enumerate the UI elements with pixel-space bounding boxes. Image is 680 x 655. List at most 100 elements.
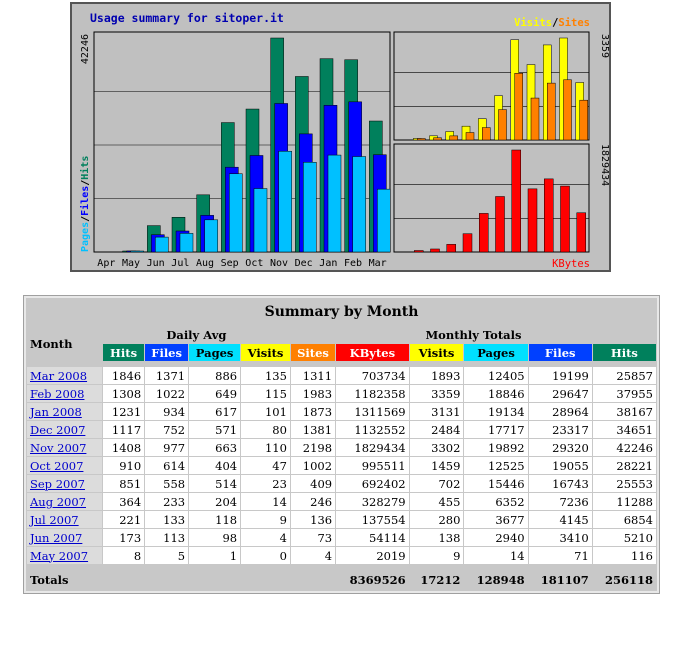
cell-total-visits: 455 xyxy=(409,493,464,510)
legend-files: Files xyxy=(79,186,91,216)
col-total-files: Files xyxy=(528,344,592,361)
cell-avg-visits: 23 xyxy=(241,475,290,492)
cell-total-files: 19055 xyxy=(528,457,592,474)
chart-title: Usage summary for sitoper.it xyxy=(90,11,284,25)
cell-avg-files: 934 xyxy=(145,403,189,420)
month-link[interactable]: Mar 2008 xyxy=(30,368,88,383)
table-row: Dec 2007 1117 752 571 80 1381 1132552 2484 17717… xyxy=(27,421,656,438)
cell-total-hits: 28221 xyxy=(592,457,656,474)
cell-total-hits: 6854 xyxy=(592,511,656,528)
month-link[interactable]: Jul 2007 xyxy=(30,512,79,527)
cell-avg-hits: 1308 xyxy=(102,385,145,402)
cell-avg-pages: 571 xyxy=(189,421,241,438)
table-row: Jul 2007 221 133 118 9 136 137554 280 3677 4145 68… xyxy=(27,511,656,528)
month-link[interactable]: May 2007 xyxy=(30,548,89,563)
cell-total-hits: 38167 xyxy=(592,403,656,420)
bar-sites xyxy=(433,137,442,141)
cell-total-visits: 702 xyxy=(409,475,464,492)
bar-pages xyxy=(352,156,366,253)
col-avg-hits: Hits xyxy=(102,344,145,361)
month-link[interactable]: Feb 2008 xyxy=(30,386,85,401)
cell-avg-hits: 1117 xyxy=(102,421,145,438)
bar-pages xyxy=(130,250,144,253)
visits-sites-gridlines xyxy=(394,72,589,107)
cell-total-files: 16743 xyxy=(528,475,592,492)
cell-avg-pages: 1 xyxy=(189,547,241,564)
month-link[interactable]: Jun 2007 xyxy=(30,530,83,545)
cell-total-sites: 1002 xyxy=(290,457,336,474)
cell-avg-hits: 173 xyxy=(102,529,145,546)
cell-total-sites: 2198 xyxy=(290,439,336,456)
cell-avg-visits: 80 xyxy=(241,421,290,438)
kbytes-gridlines xyxy=(394,184,589,219)
usage-summary-graph: Usage summary for sitoper.it Apr May Jun Ju… xyxy=(70,2,611,272)
col-avg-visits: Visits xyxy=(241,344,290,361)
cell-total-files: 71 xyxy=(528,547,592,564)
summary-table: Summary by Month Month Daily Avg Monthly… xyxy=(23,295,660,594)
bar-pages xyxy=(303,162,317,253)
cell-avg-files: 233 xyxy=(145,493,189,510)
bar-sites xyxy=(417,138,426,141)
bar-kbytes xyxy=(527,188,538,253)
cell-avg-files: 752 xyxy=(145,421,189,438)
month-link[interactable]: Aug 2007 xyxy=(30,494,86,509)
cell-total-hits: 42246 xyxy=(592,439,656,456)
cell-total-sites: 1381 xyxy=(290,421,336,438)
x-tick-label: Apr xyxy=(97,258,115,269)
main-y-max-label: 42246 xyxy=(80,34,91,64)
usage-chart-svg: Usage summary for sitoper.it Apr May Jun Ju… xyxy=(79,11,609,270)
month-link[interactable]: Nov 2007 xyxy=(30,440,87,455)
cell-total-visits: 3131 xyxy=(409,403,464,420)
cell-avg-hits: 8 xyxy=(102,547,145,564)
x-tick-label: Dec xyxy=(295,258,313,269)
cell-avg-visits: 135 xyxy=(241,367,290,384)
cell-total-files: 19199 xyxy=(528,367,592,384)
table-row: Oct 2007 910 614 404 47 1002 995511 1459 12525 19… xyxy=(27,457,656,474)
bar-kbytes xyxy=(560,185,570,253)
cell-total-files: 28964 xyxy=(528,403,592,420)
cell-avg-visits: 14 xyxy=(241,493,290,510)
month-link[interactable]: Sep 2007 xyxy=(30,476,85,491)
cell-total-visits: 9 xyxy=(409,547,464,564)
cell-month: May 2007 xyxy=(27,547,102,564)
cell-total-files: 3410 xyxy=(528,529,592,546)
bar-kbytes xyxy=(462,233,473,253)
daily-avg-header: Daily Avg xyxy=(102,326,290,343)
cell-avg-hits: 1408 xyxy=(102,439,145,456)
bar-sites xyxy=(547,82,556,141)
col-total-pages: Pages xyxy=(464,344,528,361)
cell-month: Jan 2008 xyxy=(27,403,102,420)
cell-avg-hits: 221 xyxy=(102,511,145,528)
month-link[interactable]: Oct 2007 xyxy=(30,458,84,473)
cell-avg-visits: 4 xyxy=(241,529,290,546)
total-hits: 256118 xyxy=(592,570,656,590)
table-row: Mar 2008 1846 1371 886 135 1311 703734 1893 1240… xyxy=(27,367,656,384)
cell-total-pages: 14 xyxy=(464,547,528,564)
cell-total-kbytes: 54114 xyxy=(336,529,409,546)
cell-avg-visits: 101 xyxy=(241,403,290,420)
bar-pages xyxy=(327,154,342,253)
x-tick-label: May xyxy=(122,258,140,269)
cell-total-sites: 136 xyxy=(290,511,336,528)
cell-total-kbytes: 137554 xyxy=(336,511,409,528)
total-files: 181107 xyxy=(528,570,592,590)
cell-avg-files: 113 xyxy=(145,529,189,546)
month-link[interactable]: Dec 2007 xyxy=(30,422,86,437)
cell-month: Jun 2007 xyxy=(27,529,102,546)
cell-total-files: 23317 xyxy=(528,421,592,438)
cell-total-visits: 2484 xyxy=(409,421,464,438)
cell-total-hits: 25553 xyxy=(592,475,656,492)
month-link[interactable]: Jan 2008 xyxy=(30,404,82,419)
bar-kbytes xyxy=(576,212,586,253)
bar-kbytes xyxy=(511,149,521,253)
col-avg-pages: Pages xyxy=(189,344,241,361)
bar-pages xyxy=(377,188,391,253)
legend-visits: Visits xyxy=(514,17,552,29)
cell-month: Feb 2008 xyxy=(27,385,102,402)
bar-kbytes xyxy=(446,244,456,253)
total-pages: 128948 xyxy=(464,570,528,590)
col-avg-files: Files xyxy=(145,344,189,361)
bar-pages xyxy=(229,173,243,253)
totals-row: Totals 8369526 17212 128948 181107 25611… xyxy=(27,570,656,590)
col-total-sites: Sites xyxy=(290,344,336,361)
